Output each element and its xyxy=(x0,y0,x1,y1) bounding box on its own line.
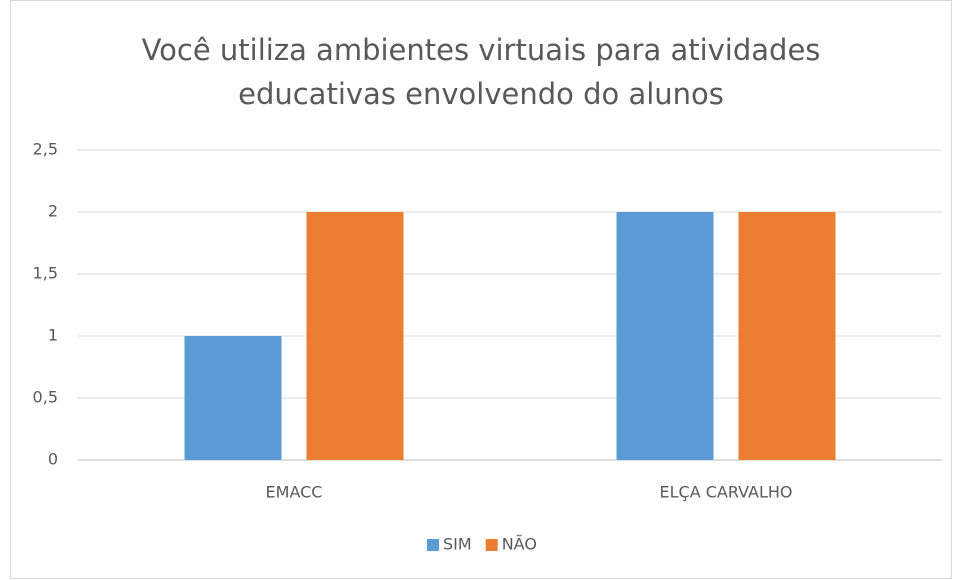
x-tick-label: EMACC xyxy=(266,483,323,502)
legend-label: NÃO xyxy=(502,535,537,554)
legend-label: SIM xyxy=(443,535,472,554)
legend-swatch xyxy=(427,539,439,551)
y-tick-label: 0,5 xyxy=(33,388,58,407)
bar xyxy=(184,336,282,460)
chart-border xyxy=(10,0,952,579)
y-tick-label: 0 xyxy=(48,450,58,469)
y-tick-label: 1 xyxy=(48,326,58,345)
bar xyxy=(616,212,714,460)
x-tick-label: ELÇA CARVALHO xyxy=(660,483,793,502)
chart-title: Você utiliza ambientes virtuais para ati… xyxy=(141,33,821,111)
bar xyxy=(306,212,404,460)
bar xyxy=(738,212,836,460)
y-tick-label: 2 xyxy=(48,202,58,221)
y-tick-label: 2,5 xyxy=(33,140,58,159)
legend-swatch xyxy=(485,539,498,551)
y-tick-label: 1,5 xyxy=(33,264,58,283)
